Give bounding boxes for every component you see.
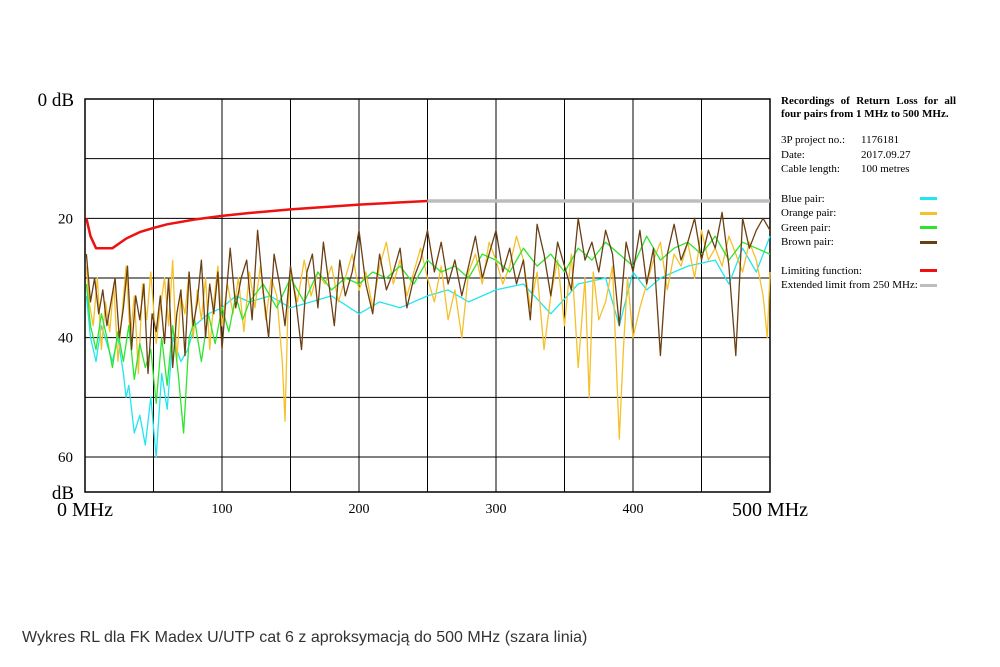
x-tick-label: 100 [212,502,233,517]
date-value: 2017.09.27 [861,148,911,161]
legend-item-limit: Limiting function: [781,264,956,279]
project-value: 1176181 [861,134,900,146]
legend-swatch-orange [920,211,937,215]
chart-series [85,199,771,458]
project-row: 3P project no.: 1176181 [781,133,956,148]
legend-swatch-green [920,226,937,230]
test-metadata: 3P project no.: 1176181 Date: 2017.09.27… [781,133,956,177]
legend-item-blue: Blue pair: [781,192,956,207]
date-row: Date: 2017.09.27 [781,148,956,163]
legend-label-orange: Orange pair: [781,207,837,219]
x-tick-label: 300 [486,502,507,517]
legend-swatch-brown [920,240,937,244]
chart-axes: 0 MHz 100 200 300 400 500 MHz 0 dB 20 40 60 dB [38,90,809,521]
info-panel: Recordings of Return Loss for all four p… [781,95,956,293]
cable-length-row: Cable length: 100 metres [781,162,956,177]
legend-label-brown: Brown pair: [781,236,834,248]
series-green-pair [85,235,771,434]
x-tick-label: 500 MHz [732,499,808,521]
series-brown-pair [85,211,771,375]
legend-label-green: Green pair: [781,221,831,234]
chart-grid [84,98,771,493]
y-tick-label: 60 [58,450,73,466]
cable-length-label: Cable length: [781,163,840,175]
legend-pairs: Blue pair: Orange pair: Green pair: Brow… [781,192,956,250]
x-tick-label: 400 [623,502,644,517]
legend-item-extended: Extended limit from 250 MHz: [781,278,956,293]
y-tick-label: 20 [58,211,73,227]
legend-item-orange: Orange pair: [781,206,956,221]
legend-swatch-limit [920,269,937,273]
project-label: 3P project no.: [781,134,846,146]
chart-title: Recordings of Return Loss for all four p… [781,95,956,120]
series-orange-pair [85,229,771,440]
series-limiting-function [85,199,428,250]
y-tick-label: 40 [58,331,73,347]
legend-item-brown: Brown pair: [781,235,956,250]
figure-caption: Wykres RL dla FK Madex U/UTP cat 6 z apr… [22,629,588,646]
cable-length-value: 100 metres [861,163,910,175]
x-tick-label: 200 [349,502,370,517]
legend-item-green: Green pair: [781,221,956,236]
date-label: Date: [781,148,805,161]
legend-label-limit: Limiting function: [781,264,862,277]
legend-label-extended: Extended limit from 250 MHz: [781,279,918,291]
plot-frame [84,98,771,493]
legend-swatch-blue [920,197,937,201]
y-tick-label: 0 dB [38,90,74,111]
legend-label-blue: Blue pair: [781,192,825,205]
series-blue-pair [85,235,771,458]
y-tick-label: dB [52,483,74,504]
legend-swatch-extended [920,283,937,287]
legend-limits: Limiting function: Extended limit from 2… [781,264,956,293]
x-tick-label: 0 MHz [57,499,113,521]
